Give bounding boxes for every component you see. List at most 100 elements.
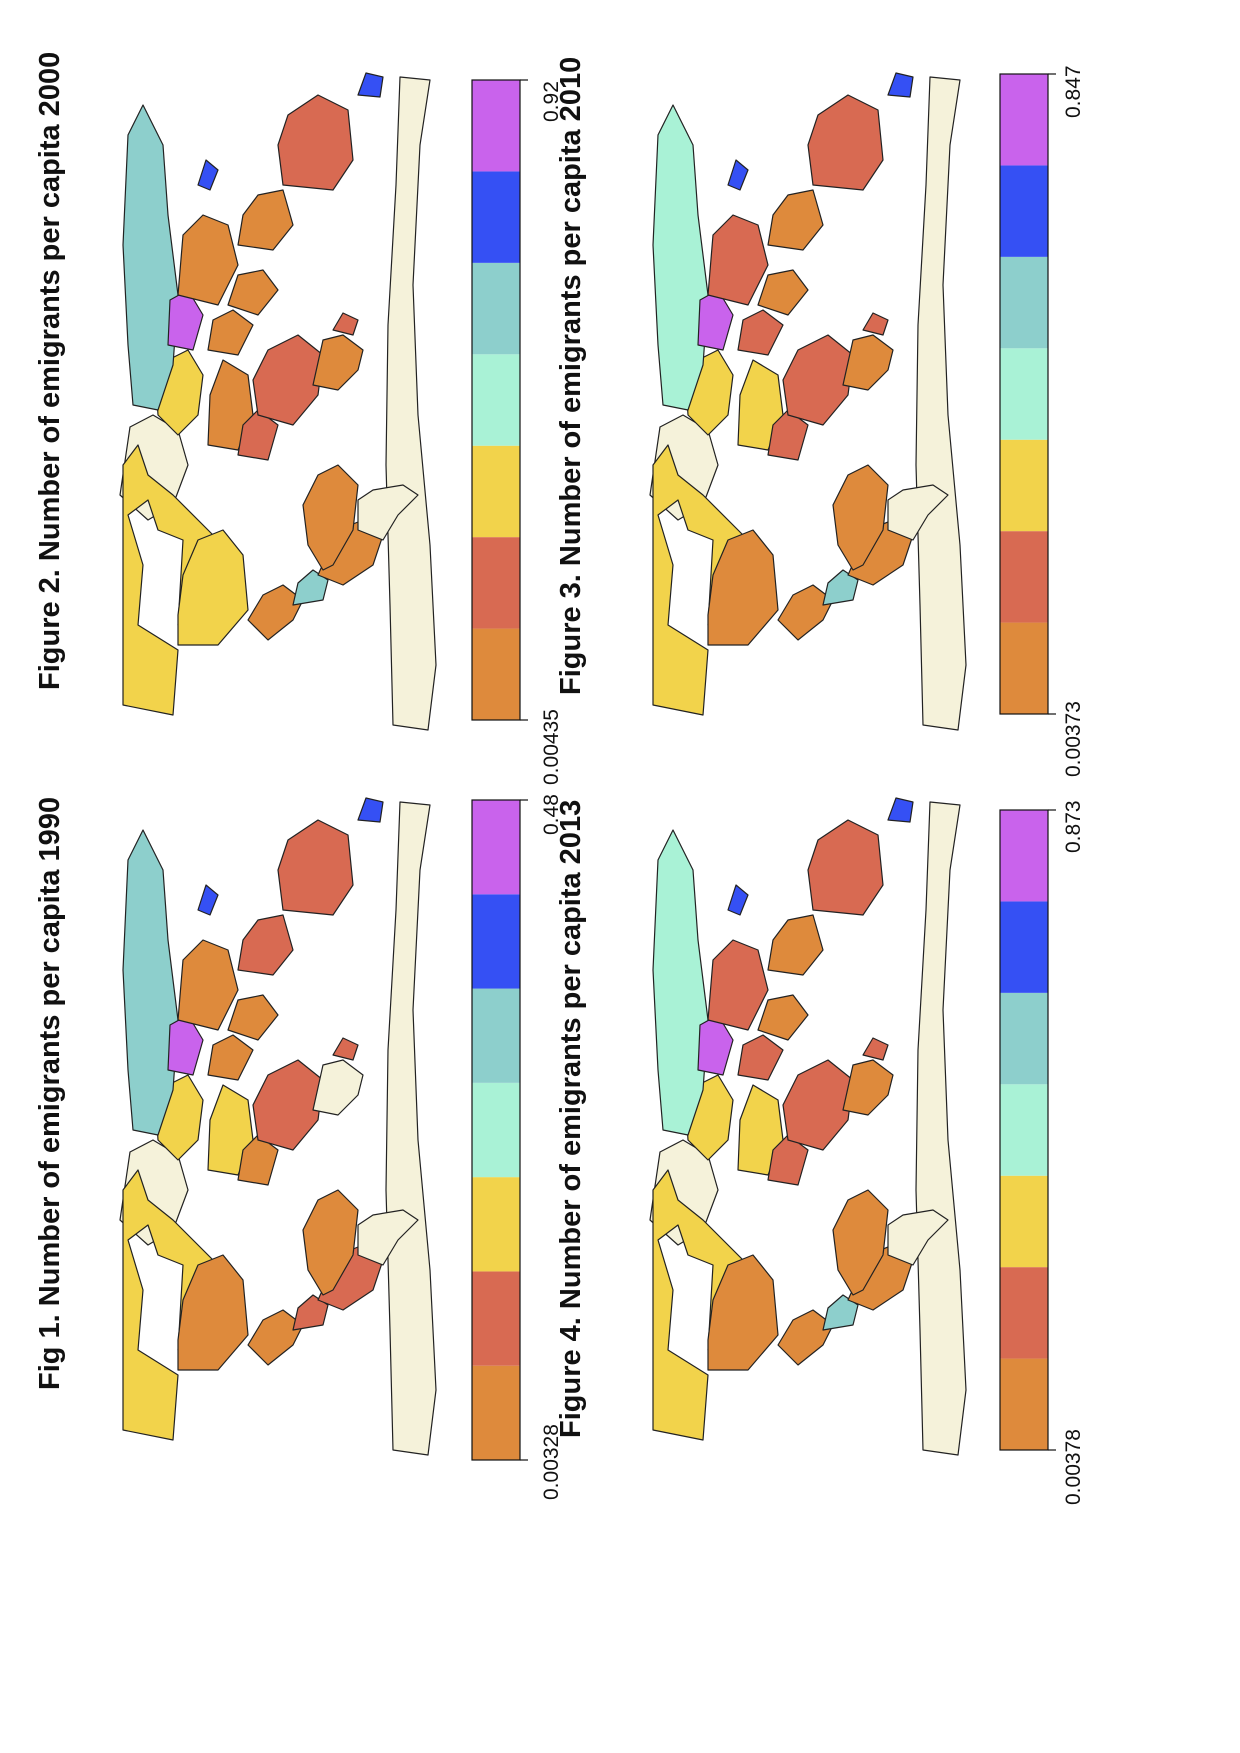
legend-swatch — [1000, 1175, 1048, 1268]
region-new-zealand — [357, 797, 384, 823]
region-australia — [277, 819, 354, 916]
legend-swatch — [1000, 810, 1048, 902]
region-south-asia — [227, 994, 279, 1041]
region-antarctica — [385, 801, 437, 1456]
legend-swatch — [1000, 1084, 1048, 1176]
legend-swatch — [1000, 439, 1048, 532]
region-middle-east — [207, 1034, 254, 1081]
region-new-zealand — [357, 72, 384, 98]
region-mexico — [777, 584, 834, 641]
legend-swatch — [1000, 992, 1048, 1085]
legend-border — [999, 809, 1049, 1451]
region-russia — [122, 829, 179, 1136]
world-map — [119, 797, 437, 1456]
region-china — [707, 939, 769, 1031]
region-southern-africa — [842, 1059, 894, 1116]
region-southern-africa — [312, 1059, 364, 1116]
region-japan — [197, 884, 219, 916]
legend-swatch — [1000, 348, 1048, 440]
region-china — [177, 939, 239, 1031]
region-central-africa — [782, 334, 854, 426]
legend-border — [999, 73, 1049, 715]
legend-max-label: 0.873 — [1062, 800, 1085, 853]
region-central-asia — [167, 1014, 204, 1076]
region-central-africa — [782, 1059, 854, 1151]
region-argentina — [887, 484, 949, 541]
region-usa — [177, 1254, 249, 1371]
region-north-africa — [737, 1084, 784, 1176]
region-south-asia — [757, 994, 809, 1041]
legend-swatch — [472, 894, 520, 989]
legend-min-label: 0.00435 — [540, 709, 563, 785]
legend-swatch — [472, 537, 520, 629]
region-brazil — [302, 464, 359, 571]
legend-swatch — [472, 800, 520, 895]
region-north-africa — [207, 1084, 254, 1176]
region-brazil — [832, 464, 889, 571]
region-argentina — [357, 1209, 419, 1266]
region-japan — [727, 159, 749, 191]
region-central-asia — [697, 289, 734, 351]
region-new-zealand — [887, 797, 914, 823]
legend-swatch — [472, 1271, 520, 1366]
region-central-africa — [252, 334, 324, 426]
region-north-africa — [207, 359, 254, 451]
world-map — [649, 72, 967, 731]
region-madagascar — [862, 312, 889, 336]
region-china — [707, 214, 769, 306]
legend-swatch — [1000, 901, 1048, 993]
region-southern-africa — [842, 334, 894, 391]
region-australia — [807, 819, 884, 916]
legend-swatch — [472, 1177, 520, 1272]
region-mexico — [777, 1309, 834, 1366]
region-south-asia — [227, 269, 279, 316]
region-usa — [177, 529, 249, 646]
legend-min-label: 0.00373 — [1062, 701, 1085, 777]
figure-title: Figure 2. Number of emigrants per capita… — [34, 51, 66, 690]
region-middle-east — [207, 309, 254, 356]
region-southeast-asia — [767, 189, 824, 251]
region-usa — [707, 529, 779, 646]
region-central-asia — [697, 1014, 734, 1076]
region-mexico — [247, 1309, 304, 1366]
region-middle-east — [737, 1034, 784, 1081]
region-southeast-asia — [237, 189, 294, 251]
region-southeast-asia — [237, 914, 294, 976]
region-southern-africa — [312, 334, 364, 391]
legend-swatch — [472, 262, 520, 355]
legend-swatch — [472, 1082, 520, 1178]
region-mexico — [247, 584, 304, 641]
world-map — [649, 797, 967, 1456]
region-brazil — [832, 1189, 889, 1296]
region-madagascar — [862, 1037, 889, 1061]
legend-swatch — [472, 988, 520, 1083]
region-southeast-asia — [767, 914, 824, 976]
figure-title: Fig 1. Number of emigrants per capita 19… — [34, 796, 66, 1390]
region-north-africa — [737, 359, 784, 451]
legend-border — [471, 799, 521, 1461]
legend-swatch — [1000, 74, 1048, 166]
legend-swatch — [1000, 531, 1048, 623]
region-argentina — [887, 1209, 949, 1266]
region-china — [177, 214, 239, 306]
color-legend — [471, 799, 528, 1461]
legend-swatch — [472, 171, 520, 263]
legend-swatch — [1000, 256, 1048, 349]
region-central-africa — [252, 1059, 324, 1151]
legend-min-label: 0.00378 — [1062, 1429, 1085, 1505]
color-legend — [471, 79, 528, 721]
color-legend — [999, 73, 1056, 715]
region-usa — [707, 1254, 779, 1371]
region-russia — [652, 829, 709, 1136]
region-madagascar — [332, 1037, 359, 1061]
figure-title: Figure 3. Number of emigrants per capita… — [555, 56, 587, 695]
legend-swatch — [1000, 622, 1048, 714]
region-antarctica — [385, 76, 437, 731]
legend-swatch — [472, 628, 520, 720]
region-madagascar — [332, 312, 359, 336]
region-central-asia — [167, 289, 204, 351]
region-argentina — [357, 484, 419, 541]
legend-swatch — [472, 1365, 520, 1460]
region-antarctica — [915, 76, 967, 731]
region-russia — [122, 104, 179, 411]
